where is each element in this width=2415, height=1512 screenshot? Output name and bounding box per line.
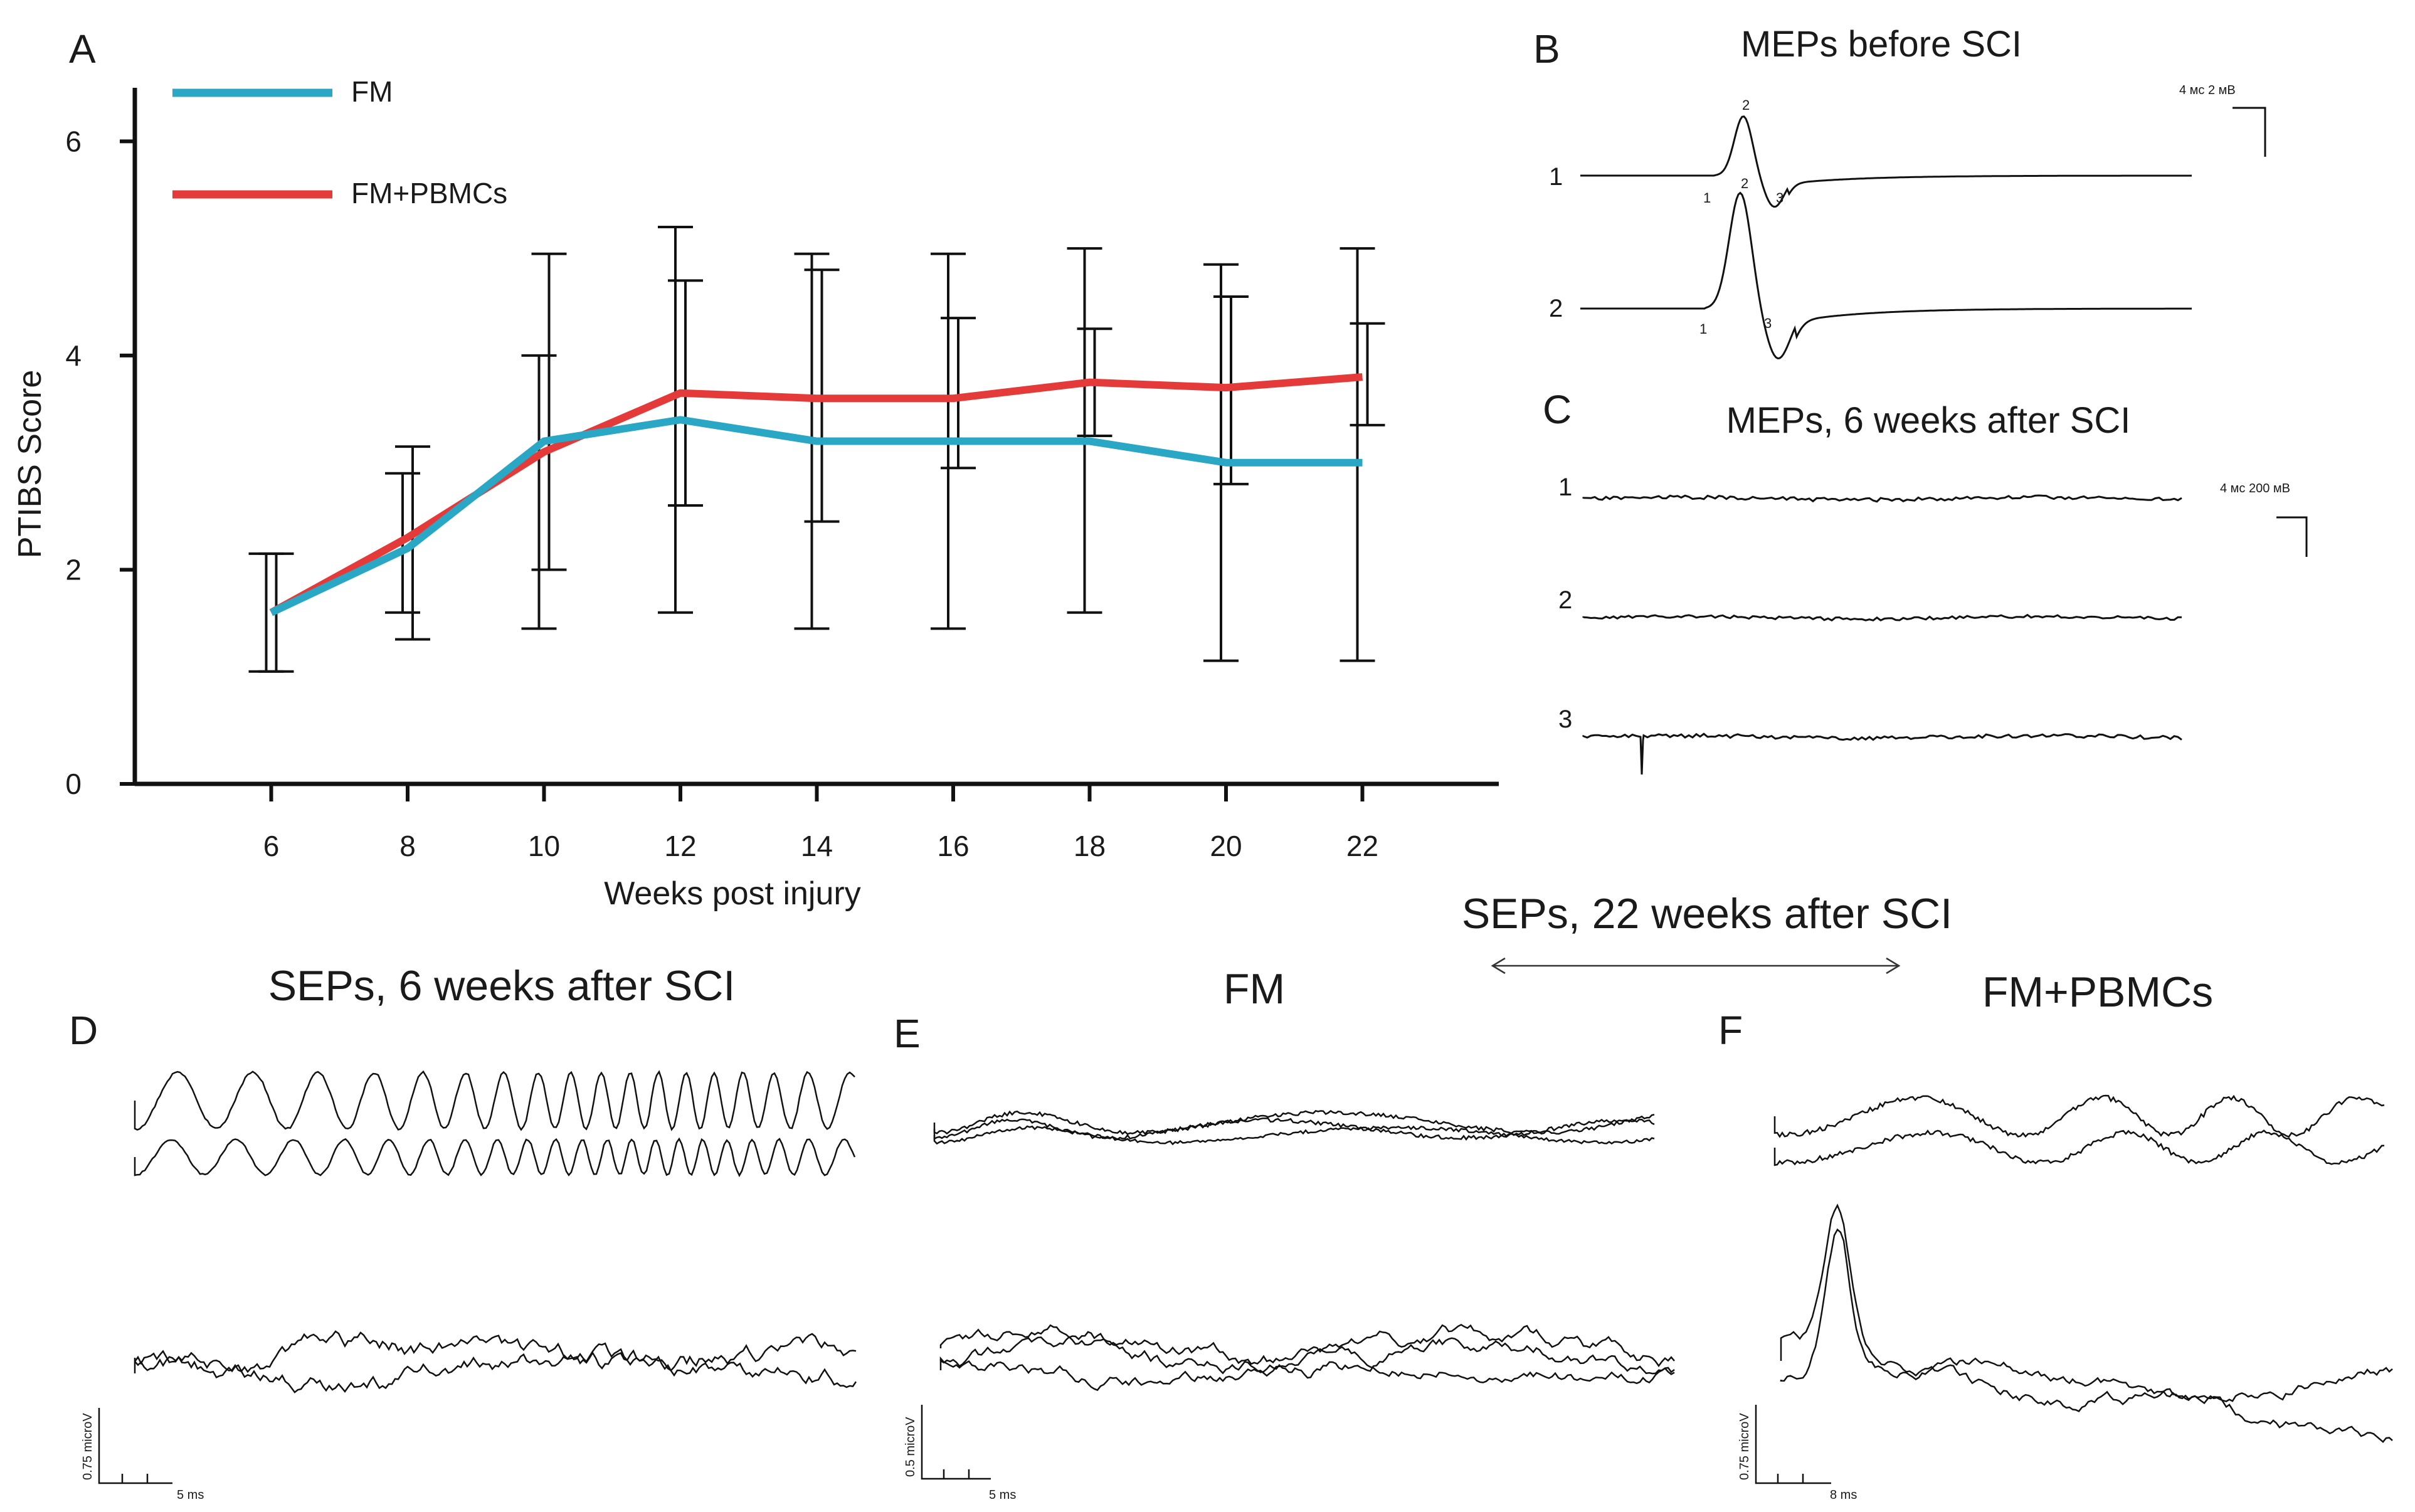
panel-c-trace-label-1: 1 (1558, 473, 1572, 501)
panel-c-trace-3 (1582, 732, 2182, 775)
panel-f-trace-3 (1780, 1203, 2393, 1412)
panel-c-trace-1 (1582, 494, 2182, 503)
panel-f-seps-fm-pbmcs: F FM+PBMCs 0.75 microV 8 ms (1718, 968, 2393, 1502)
panel-e-trace-5 (939, 1336, 1675, 1379)
x-tick-label-3: 12 (664, 830, 696, 862)
panel-d-scale-x-label: 5 ms (177, 1488, 204, 1502)
panel-e-seps-fm: E FM 0.5 microV 5 ms (894, 965, 1675, 1502)
panel-a-legend: FM FM+PBMCs (172, 75, 507, 209)
panel-d-seps-6wk: D SEPs, 6 weeks after SCI 0.75 microV 5 … (69, 962, 857, 1502)
panel-e-trace-3 (933, 1125, 1655, 1146)
x-tick-label-7: 20 (1210, 830, 1242, 862)
panel-f-scale-x-label: 8 ms (1830, 1488, 1857, 1502)
x-tick-label-0: 6 (263, 830, 280, 862)
panel-b-peak-2a: 2 (1742, 97, 1750, 113)
panel-b-peak-3a: 3 (1776, 190, 1784, 206)
panel-d-trace-4 (134, 1342, 857, 1393)
panel-c-trace-label-3: 3 (1558, 706, 1572, 733)
panel-d-title: SEPs, 6 weeks after SCI (268, 962, 736, 1010)
x-tick-label-4: 14 (801, 830, 833, 862)
panel-d-trace-2 (134, 1137, 856, 1178)
panel-letter-b: B (1533, 26, 1560, 71)
panel-a-ticks: 0 2 4 6 6 8 10 12 14 16 18 20 22 (65, 125, 1378, 862)
panel-b-scale-bar (2233, 107, 2266, 157)
y-tick-label-3: 6 (65, 125, 82, 157)
panel-letter-c: C (1543, 387, 1572, 432)
x-tick-label-6: 18 (1074, 830, 1106, 862)
panel-a-axes (132, 88, 1499, 786)
x-tick-label-2: 10 (528, 830, 560, 862)
panel-d-scale-y-label: 0.75 microV (81, 1413, 95, 1480)
panel-letter-d: D (69, 1008, 98, 1053)
panel-e-scale-y-label: 0.5 microV (904, 1417, 917, 1477)
panel-c-trace-2 (1582, 613, 2182, 621)
panel-b-trace-1 (1580, 115, 2192, 208)
panel-b-trace-2 (1580, 191, 2192, 360)
panel-a-y-axis-title: PTIBS Score (12, 370, 48, 559)
panel-b-peak-1a: 1 (1703, 190, 1711, 206)
y-tick-label-2: 4 (65, 339, 82, 372)
x-tick-label-5: 16 (937, 830, 969, 862)
panel-a-error-bars (248, 226, 1385, 673)
legend-label-fm-pbmcs: FM+PBMCs (351, 177, 507, 209)
series-line-fm (269, 416, 1363, 616)
panel-b-peak-3b: 3 (1764, 315, 1772, 331)
x-tick-label-1: 8 (399, 830, 416, 862)
panel-c-title: MEPs, 6 weeks after SCI (1726, 400, 2131, 441)
legend-label-fm: FM (351, 75, 393, 108)
panel-f-trace-2 (1773, 1129, 2385, 1166)
y-tick-label-0: 0 (65, 768, 82, 800)
double-arrow-icon (1491, 957, 1901, 975)
panel-letter-e: E (894, 1011, 921, 1056)
panel-c-meps-6wk: C MEPs, 6 weeks after SCI 1 2 3 4 мс 200… (1543, 387, 2308, 775)
panel-b-peak-2b: 2 (1741, 176, 1748, 191)
panel-d-trace-1 (134, 1070, 855, 1131)
panel-a-x-axis-title: Weeks post injury (604, 875, 860, 912)
panel-f-scale-bar (1755, 1405, 1831, 1484)
x-tick-label-8: 22 (1346, 830, 1378, 862)
panel-d-scale-bar (98, 1408, 172, 1484)
panel-b-title: MEPs before SCI (1741, 24, 2022, 65)
y-tick-label-1: 2 (65, 553, 82, 586)
panel-b-trace-label-1: 1 (1549, 163, 1563, 191)
panel-e-trace-6 (939, 1346, 1675, 1392)
sep-22-group-title: SEPs, 22 weeks after SCI (1462, 890, 1952, 938)
panel-f-title: FM+PBMCs (1982, 968, 2213, 1016)
panel-e-trace-2 (933, 1117, 1655, 1141)
sep-22-group-header: SEPs, 22 weeks after SCI (1462, 890, 1952, 975)
panel-d-trace-3 (134, 1330, 857, 1379)
panel-b-scale-label: 4 мс 2 мВ (2179, 83, 2236, 97)
panel-b-peak-1b: 1 (1699, 321, 1707, 337)
panel-b-trace-label-2: 2 (1549, 295, 1563, 322)
panel-letter-a: A (69, 26, 96, 71)
panel-e-title: FM (1223, 965, 1285, 1013)
panel-letter-f: F (1718, 1008, 1743, 1053)
panel-e-scale-x-label: 5 ms (989, 1488, 1016, 1502)
panel-a-chart: A 0 2 4 6 6 8 10 12 14 16 18 20 22 Weeks post injury… (12, 26, 1499, 912)
panel-f-trace-4 (1780, 1228, 2393, 1443)
panel-b-meps-before: B MEPs before SCI 1 2 1 2 3 1 2 3 4 мс 2… (1533, 24, 2266, 360)
panel-c-scale-label: 4 мс 200 мВ (2220, 482, 2290, 495)
panel-e-scale-bar (921, 1405, 991, 1480)
panel-e-trace-4 (939, 1323, 1675, 1368)
panel-a-series-lines (269, 373, 1363, 616)
panel-c-scale-bar (2276, 516, 2308, 557)
panel-f-scale-y-label: 0.75 microV (1738, 1413, 1752, 1480)
panel-c-trace-label-2: 2 (1558, 586, 1572, 614)
panel-f-trace-1 (1773, 1094, 2385, 1138)
panel-e-trace-1 (933, 1109, 1655, 1135)
series-line-fm-pbmcs (269, 373, 1363, 616)
